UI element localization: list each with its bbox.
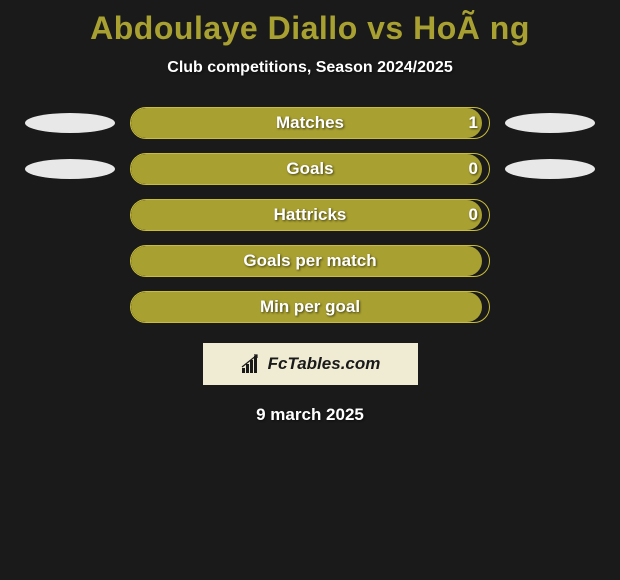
ellipse-icon: [25, 159, 115, 179]
stat-label: Goals: [286, 159, 333, 179]
comparison-chart: Abdoulaye Diallo vs HoÃ ng Club competit…: [0, 0, 620, 435]
stat-bar: Min per goal: [130, 291, 490, 323]
ellipse-icon: [25, 113, 115, 133]
stat-label: Min per goal: [260, 297, 360, 317]
stat-row: Matches 1: [20, 107, 600, 139]
page-subtitle: Club competitions, Season 2024/2025: [0, 59, 620, 77]
logo-text: FcTables.com: [268, 354, 381, 374]
stat-row: Goals 0: [20, 153, 600, 185]
stat-label: Hattricks: [274, 205, 347, 225]
stat-label: Matches: [276, 113, 344, 133]
logo-content: FcTables.com: [240, 354, 381, 374]
stat-row: Goals per match: [20, 245, 600, 277]
player-right-marker: [500, 159, 600, 179]
stat-row: Min per goal: [20, 291, 600, 323]
ellipse-icon: [505, 113, 595, 133]
stat-bar: Goals per match: [130, 245, 490, 277]
player-left-marker: [20, 113, 120, 133]
stat-value: 0: [469, 159, 478, 179]
player-left-marker: [20, 159, 120, 179]
stat-label: Goals per match: [243, 251, 376, 271]
stat-bar: Goals 0: [130, 153, 490, 185]
stat-value: 0: [469, 205, 478, 225]
stat-bar: Matches 1: [130, 107, 490, 139]
page-title: Abdoulaye Diallo vs HoÃ ng: [0, 10, 620, 47]
logo-box: FcTables.com: [203, 343, 418, 385]
ellipse-icon: [505, 159, 595, 179]
stat-value: 1: [469, 113, 478, 133]
stat-row: Hattricks 0: [20, 199, 600, 231]
player-right-marker: [500, 113, 600, 133]
chart-area: Matches 1 Goals 0 Hattricks 0 Goals per match M…: [0, 107, 620, 323]
stat-bar: Hattricks 0: [130, 199, 490, 231]
date-text: 9 march 2025: [0, 405, 620, 425]
bar-chart-icon: [240, 354, 264, 374]
